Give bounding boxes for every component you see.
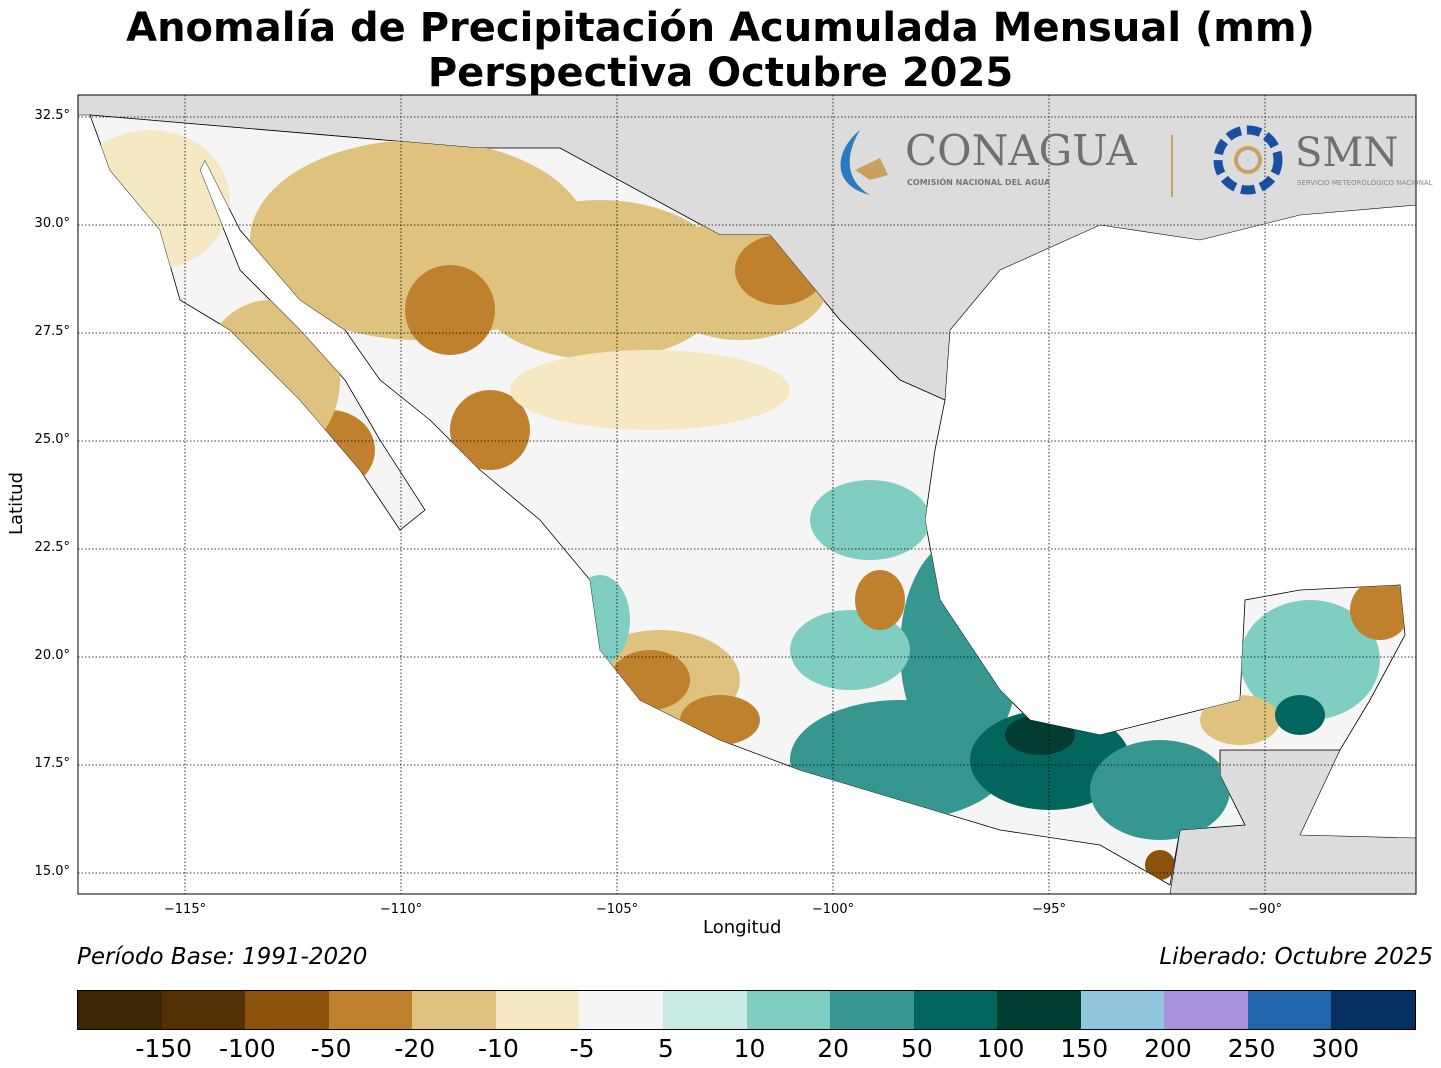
svg-text:SMN: SMN xyxy=(1295,130,1398,176)
colorbar-swatch xyxy=(662,991,747,1029)
colorbar-label: 5 xyxy=(657,1034,674,1063)
lon-tick-label: −105° xyxy=(595,902,639,917)
smn-logo: SMN SERVICIO METEOROLÓGICO NACIONAL xyxy=(1213,125,1433,195)
colorbar-label: -50 xyxy=(310,1034,352,1063)
colorbar-swatch xyxy=(830,991,914,1029)
colorbar-label: 100 xyxy=(976,1034,1025,1063)
colorbar-swatch xyxy=(913,991,998,1029)
lon-tick-label: −115° xyxy=(163,902,207,917)
map-frame xyxy=(77,94,1417,895)
base-period: Período Base: 1991-2020 xyxy=(77,944,368,970)
lon-tick-label: −90° xyxy=(1248,902,1282,917)
lon-tick-label: −95° xyxy=(1032,902,1066,917)
lat-tick-label: 32.5° xyxy=(34,108,70,123)
y-axis-label: Latitud xyxy=(6,471,27,535)
colorbar-swatch xyxy=(78,991,162,1029)
colorbar-swatch xyxy=(746,991,831,1029)
map-subtitle: Perspectiva Octubre 2025 xyxy=(427,50,1014,96)
colorbar-label: -150 xyxy=(135,1034,193,1063)
lat-tick-label: 17.5° xyxy=(34,756,70,771)
colorbar-swatch xyxy=(1331,991,1415,1029)
colorbar-label: 200 xyxy=(1144,1034,1192,1063)
release-date: Liberado: Octubre 2025 xyxy=(1159,944,1433,970)
colorbar-swatch xyxy=(245,991,329,1029)
colorbar-label: -100 xyxy=(219,1034,276,1063)
lat-tick-label: 22.5° xyxy=(34,540,70,555)
svg-text:COMISIÓN NACIONAL DEL AGUA: COMISIÓN NACIONAL DEL AGUA xyxy=(907,176,1051,187)
lon-tick-label: −110° xyxy=(379,902,423,917)
colorbar-label: -5 xyxy=(569,1034,595,1063)
lon-tick-label: −100° xyxy=(811,902,855,917)
svg-text:SERVICIO METEOROLÓGICO NACIONA: SERVICIO METEOROLÓGICO NACIONAL xyxy=(1297,178,1433,187)
colorbar xyxy=(77,990,1416,1030)
lat-tick-label: 30.0° xyxy=(34,216,70,231)
colorbar-label: 150 xyxy=(1060,1034,1109,1063)
colorbar-swatch xyxy=(1080,991,1165,1029)
colorbar-swatch xyxy=(997,991,1081,1029)
colorbar-swatch xyxy=(1247,991,1332,1029)
lat-tick-label: 25.0° xyxy=(34,432,70,447)
colorbar-label: -20 xyxy=(394,1034,436,1063)
svg-text:CONAGUA: CONAGUA xyxy=(905,126,1137,175)
colorbar-label: 300 xyxy=(1311,1034,1360,1063)
colorbar-swatch xyxy=(1164,991,1248,1029)
colorbar-label: 20 xyxy=(817,1034,850,1063)
conagua-logo: CONAGUA COMISIÓN NACIONAL DEL AGUA xyxy=(840,126,1173,197)
lat-tick-label: 20.0° xyxy=(34,648,70,663)
colorbar-label: 50 xyxy=(900,1034,933,1063)
colorbar-swatch xyxy=(161,991,246,1029)
graticule xyxy=(78,95,1416,894)
colorbar-label: 250 xyxy=(1227,1034,1276,1063)
colorbar-swatch xyxy=(412,991,496,1029)
lat-tick-label: 15.0° xyxy=(34,864,70,879)
colorbar-swatch xyxy=(495,991,580,1029)
colorbar-label: -10 xyxy=(478,1034,519,1063)
colorbar-swatch xyxy=(579,991,663,1029)
colorbar-swatch xyxy=(328,991,413,1029)
colorbar-label: 10 xyxy=(733,1034,766,1063)
x-axis-label: Longitud xyxy=(703,917,782,938)
lat-tick-label: 27.5° xyxy=(34,324,70,339)
map-title: Anomalía de Precipitación Acumulada Mens… xyxy=(126,5,1315,51)
